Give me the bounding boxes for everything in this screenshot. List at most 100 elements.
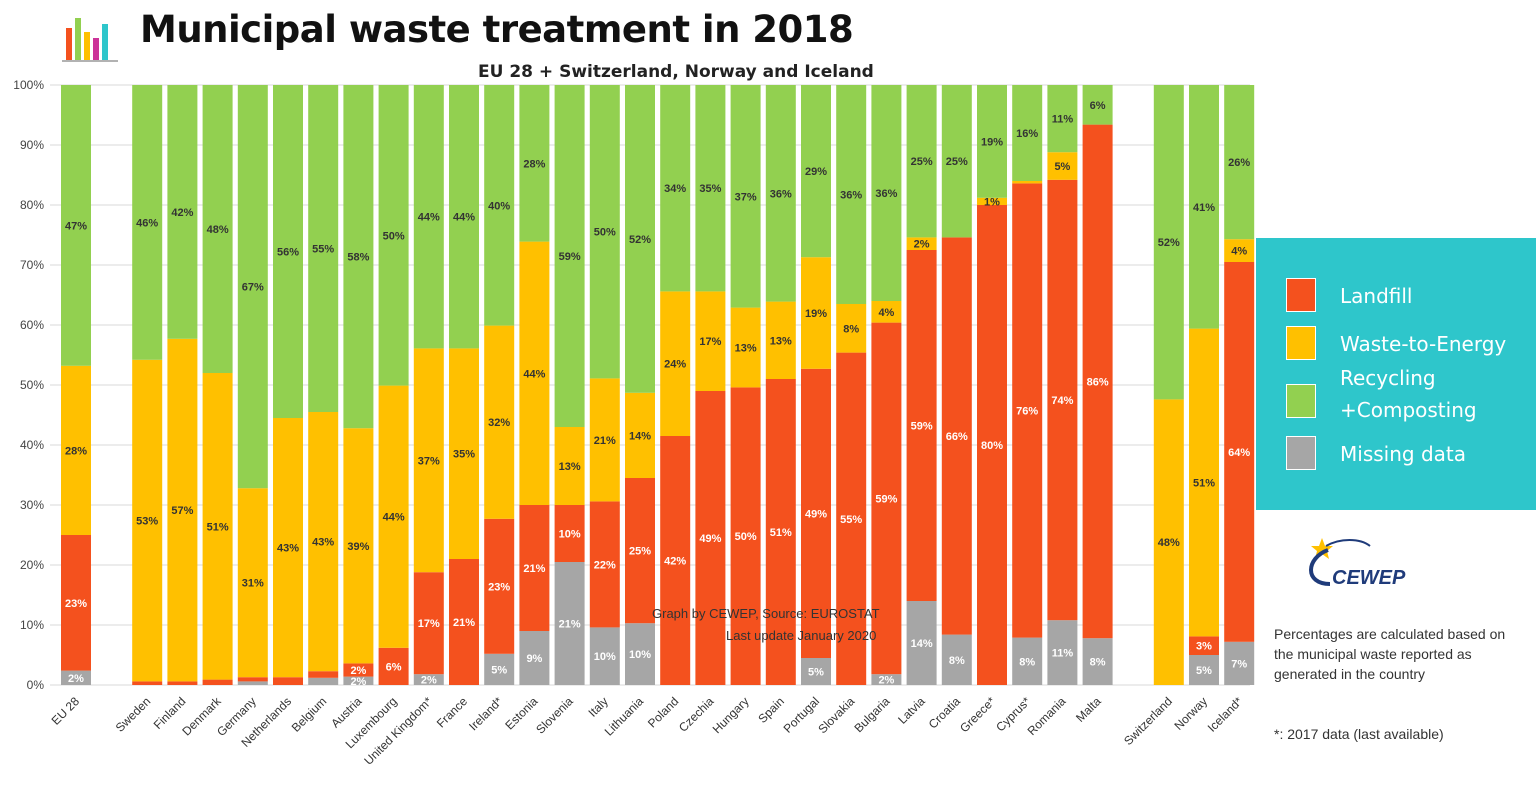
bar-segment — [1012, 637, 1043, 685]
legend-item-missing-data: Missing data — [1286, 436, 1466, 470]
chart-subtitle: EU 28 + Switzerland, Norway and Iceland — [478, 62, 874, 82]
y-tick-label: 30% — [20, 498, 44, 512]
data-label: 28% — [523, 158, 545, 170]
data-label: 37% — [418, 455, 440, 467]
x-tick-label: Ireland* — [466, 694, 505, 733]
data-label: 51% — [207, 521, 229, 533]
x-tick-label: Czechia — [676, 694, 717, 735]
data-label: 5% — [491, 664, 507, 676]
bar-chart-logo-icon — [62, 8, 118, 64]
data-label: 43% — [277, 543, 299, 555]
bar-segment — [941, 85, 972, 238]
bar-segment — [202, 373, 233, 680]
data-label: 74% — [1051, 395, 1073, 407]
bar-segment — [1047, 85, 1078, 153]
data-label: 19% — [805, 308, 827, 320]
bar-segment — [836, 352, 867, 685]
legend-label: Waste-to-Energy — [1340, 332, 1507, 356]
bar-segment — [1224, 641, 1255, 685]
data-label: 59% — [559, 251, 581, 263]
data-label: 49% — [699, 533, 721, 545]
bar-segment — [625, 623, 655, 685]
data-label: 6% — [386, 661, 402, 673]
data-label: 32% — [488, 417, 510, 429]
bar-segment — [1082, 124, 1113, 639]
bar-segment — [1047, 620, 1078, 685]
bar-segment — [871, 85, 902, 301]
bar-segment — [343, 428, 374, 664]
data-label: 11% — [1052, 648, 1074, 660]
note-text: Percentages are calculated based on the … — [1274, 626, 1506, 682]
bar-segment — [625, 478, 655, 624]
bar-segment — [237, 681, 268, 685]
data-label: 25% — [911, 156, 933, 168]
bar-segment — [554, 85, 585, 427]
legend-swatch-recycling — [1286, 384, 1316, 418]
data-label: 42% — [664, 556, 686, 568]
bar-segment — [343, 676, 374, 685]
legend-label: Landfill — [1340, 284, 1413, 308]
data-label: 9% — [526, 653, 542, 665]
bar-segment — [1189, 328, 1219, 637]
bar-segment — [1047, 179, 1078, 621]
data-label: 14% — [629, 430, 651, 442]
bar-segment — [906, 250, 937, 601]
data-label: 41% — [1193, 202, 1215, 214]
data-label: 56% — [277, 247, 299, 259]
x-tick-label: Italy — [585, 694, 610, 719]
data-label: 76% — [1016, 406, 1038, 418]
bar-segment — [941, 634, 972, 685]
bar-segment — [765, 301, 796, 379]
data-label: 44% — [453, 212, 475, 224]
bar-segment — [1082, 85, 1113, 125]
bar-segment — [695, 85, 726, 292]
bar-segment — [660, 291, 691, 436]
data-label: 17% — [418, 618, 440, 630]
data-label: 29% — [805, 166, 827, 178]
bar-segment — [554, 562, 585, 685]
y-tick-label: 90% — [20, 138, 44, 152]
data-label: 86% — [1087, 376, 1109, 388]
data-label: 26% — [1228, 157, 1250, 169]
data-label: 5% — [808, 667, 824, 679]
x-tick-label: Norway — [1171, 694, 1210, 733]
bar-segment — [378, 647, 409, 685]
data-label: 51% — [1193, 478, 1215, 490]
bar-segment — [660, 436, 691, 685]
bar-segment — [801, 257, 831, 369]
x-tick-label: Sweden — [113, 694, 154, 735]
data-label: 10% — [594, 651, 616, 663]
bar-segment — [519, 85, 550, 242]
bar-segment — [589, 378, 620, 502]
bar-segment — [871, 301, 902, 323]
bar-segment — [1012, 85, 1043, 181]
data-label: 47% — [65, 220, 87, 232]
x-tick-label: Spain — [755, 694, 787, 726]
bar-segment — [484, 518, 515, 654]
data-label: 11% — [1052, 114, 1074, 126]
bar-segment — [589, 85, 620, 379]
bar-segment — [1012, 183, 1043, 638]
legend-item-recycling: Recycling +Composting — [1286, 366, 1477, 422]
y-tick-label: 80% — [20, 198, 44, 212]
data-label: 51% — [770, 527, 792, 539]
bar-segment — [730, 387, 761, 685]
x-tick-label: Greece* — [957, 694, 998, 735]
data-label: 59% — [875, 493, 897, 505]
bar-segment — [202, 679, 233, 685]
bar-segment — [449, 85, 479, 349]
bar-segment — [308, 85, 339, 412]
x-tick-label: Romania — [1025, 694, 1069, 738]
data-label: 8% — [843, 323, 859, 335]
data-label: 16% — [1016, 128, 1038, 140]
x-tick-label: Bulgaria — [851, 694, 892, 735]
data-label: 10% — [559, 529, 581, 541]
bar-segment — [273, 418, 303, 678]
bar-segment — [519, 631, 550, 685]
bar-segment — [132, 681, 163, 685]
data-label: 39% — [347, 541, 369, 553]
bar-segment — [237, 488, 268, 678]
bar-segment — [765, 85, 796, 302]
bar-segment — [1224, 85, 1255, 240]
bar-segment — [625, 85, 655, 393]
